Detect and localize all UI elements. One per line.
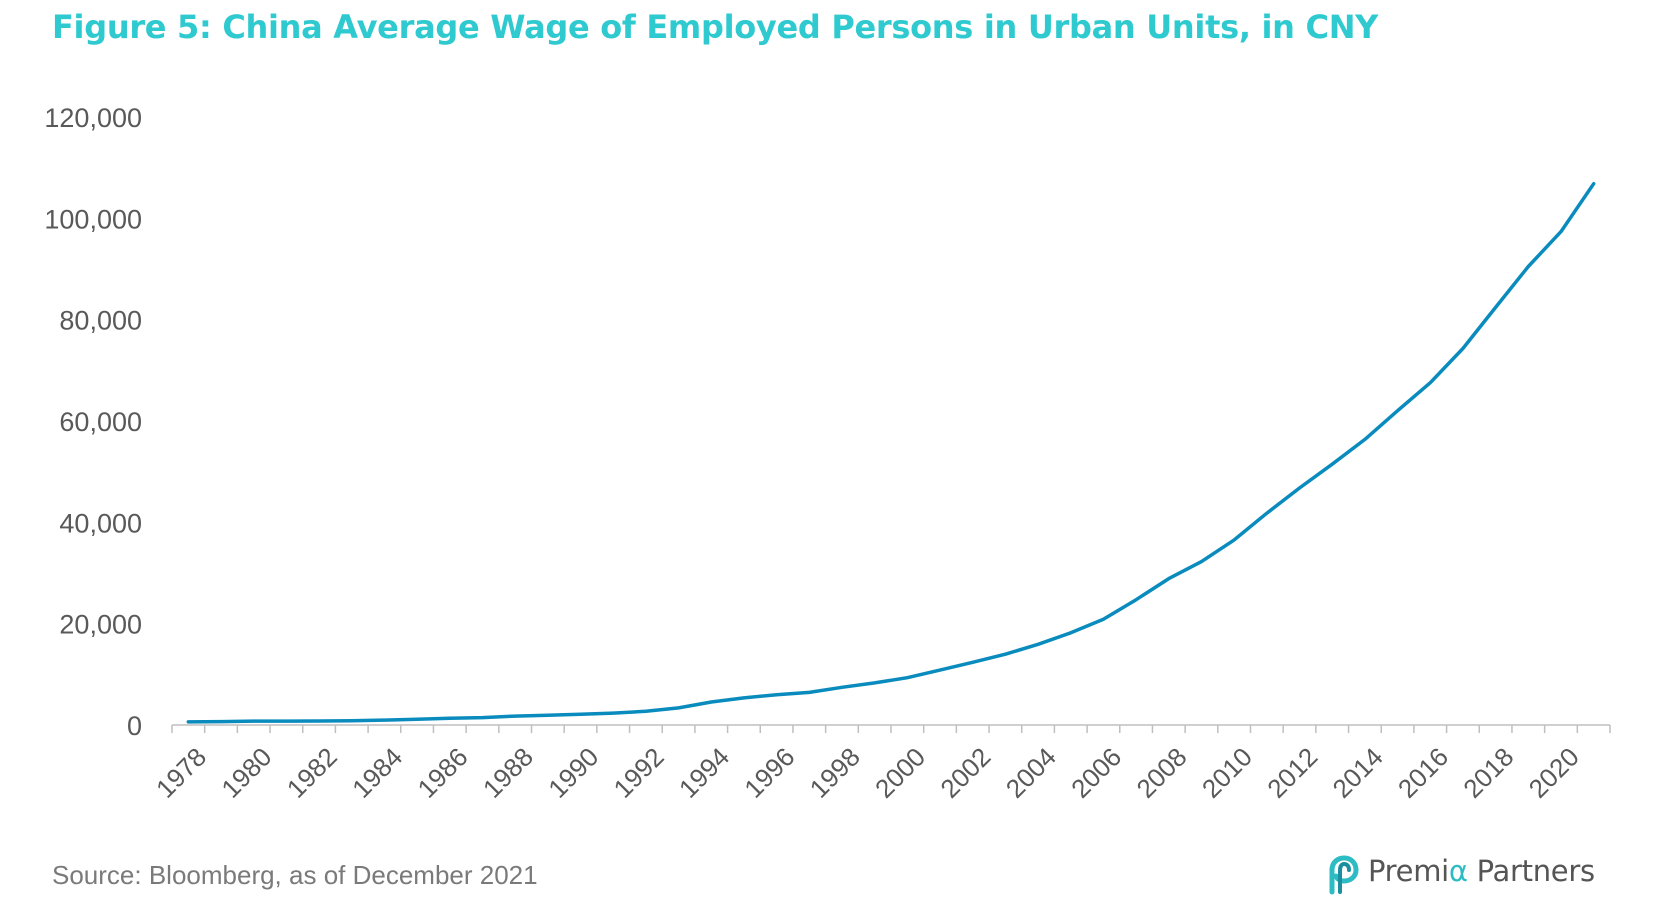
- y-tick-label: 80,000: [59, 306, 142, 336]
- y-tick-label: 120,000: [44, 103, 142, 133]
- x-tick-label: 2004: [1000, 742, 1062, 804]
- x-tick-label: 2010: [1196, 742, 1258, 804]
- x-axis-labels: 1978 1980 1982 1984 1986 1988 1990 1992 1994 1996…: [150, 742, 1585, 804]
- x-tick-label: 2016: [1392, 742, 1454, 804]
- chart-title: Figure 5: China Average Wage of Employed…: [52, 8, 1379, 46]
- x-tick-label: 1988: [477, 742, 539, 804]
- x-tick-label: 1994: [673, 742, 735, 804]
- x-tick-label: 1980: [215, 742, 277, 804]
- x-tick-label: 2012: [1261, 742, 1323, 804]
- x-tick-label: 1992: [608, 742, 670, 804]
- x-tick-label: 2008: [1131, 742, 1193, 804]
- series-line-average-wage: [186, 181, 1596, 724]
- x-tick-label: 2020: [1523, 742, 1585, 804]
- brand-logo: Premiα Partners: [1322, 852, 1632, 896]
- x-tick-label: 2002: [934, 742, 996, 804]
- x-tick-label: 2014: [1327, 742, 1389, 804]
- premia-logo-icon: [1329, 855, 1359, 895]
- y-tick-label: 40,000: [59, 508, 142, 538]
- y-tick-label: 0: [127, 711, 142, 741]
- y-tick-label: 20,000: [59, 610, 142, 640]
- x-axis-ticks: [171, 725, 1611, 733]
- x-tick-label: 1978: [150, 742, 212, 804]
- y-tick-label: 60,000: [59, 407, 142, 437]
- x-tick-label: 1982: [281, 742, 343, 804]
- x-tick-label: 1990: [542, 742, 604, 804]
- source-note: Source: Bloomberg, as of December 2021: [52, 860, 538, 890]
- brand-name: Premiα Partners: [1368, 854, 1595, 888]
- y-axis-labels: 0 20,000 40,000 60,000 80,000 100,000 120,000: [44, 103, 142, 741]
- y-tick-label: 100,000: [44, 204, 142, 234]
- x-tick-label: 1998: [804, 742, 866, 804]
- x-tick-label: 2006: [1065, 742, 1127, 804]
- x-tick-label: 2018: [1457, 742, 1519, 804]
- x-tick-label: 1984: [346, 742, 408, 804]
- x-tick-label: 1986: [412, 742, 474, 804]
- line-chart: 020,00040,00060,00080,000100,000120,000 …: [44, 103, 1611, 804]
- x-tick-label: 1996: [738, 742, 800, 804]
- x-tick-label: 2000: [869, 742, 931, 804]
